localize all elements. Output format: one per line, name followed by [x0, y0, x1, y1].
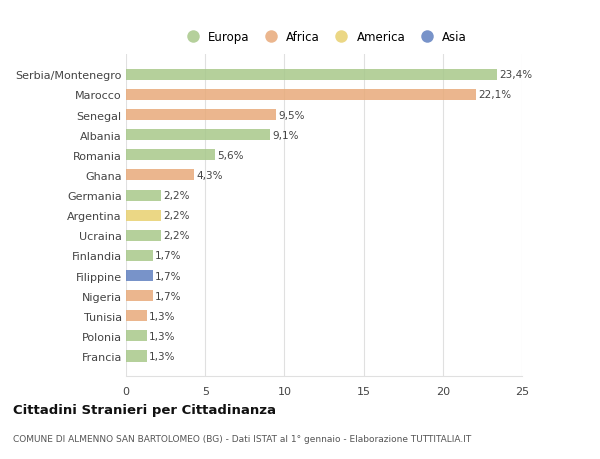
Bar	[126, 270, 153, 281]
Text: 1,7%: 1,7%	[155, 271, 182, 281]
Text: 5,6%: 5,6%	[217, 151, 244, 161]
Bar	[126, 311, 146, 322]
Text: 1,3%: 1,3%	[149, 331, 175, 341]
Bar	[126, 351, 146, 362]
Bar	[126, 190, 161, 201]
Text: 2,2%: 2,2%	[163, 211, 190, 221]
Bar	[126, 210, 161, 221]
Bar	[126, 70, 497, 81]
Bar	[126, 330, 146, 341]
Text: Cittadini Stranieri per Cittadinanza: Cittadini Stranieri per Cittadinanza	[13, 403, 275, 416]
Text: 1,3%: 1,3%	[149, 311, 175, 321]
Text: 2,2%: 2,2%	[163, 231, 190, 241]
Bar	[126, 110, 277, 121]
Bar	[126, 90, 476, 101]
Text: 9,1%: 9,1%	[272, 130, 299, 140]
Text: 22,1%: 22,1%	[478, 90, 512, 100]
Text: COMUNE DI ALMENNO SAN BARTOLOMEO (BG) - Dati ISTAT al 1° gennaio - Elaborazione : COMUNE DI ALMENNO SAN BARTOLOMEO (BG) - …	[13, 434, 471, 442]
Bar	[126, 291, 153, 302]
Text: 23,4%: 23,4%	[499, 70, 532, 80]
Text: 9,5%: 9,5%	[279, 110, 305, 120]
Bar	[126, 150, 215, 161]
Bar	[126, 250, 153, 262]
Bar	[126, 170, 194, 181]
Text: 1,7%: 1,7%	[155, 291, 182, 301]
Text: 2,2%: 2,2%	[163, 190, 190, 201]
Text: 4,3%: 4,3%	[196, 171, 223, 180]
Bar	[126, 230, 161, 241]
Text: 1,3%: 1,3%	[149, 351, 175, 361]
Bar	[126, 130, 270, 141]
Legend: Europa, Africa, America, Asia: Europa, Africa, America, Asia	[179, 29, 469, 46]
Text: 1,7%: 1,7%	[155, 251, 182, 261]
